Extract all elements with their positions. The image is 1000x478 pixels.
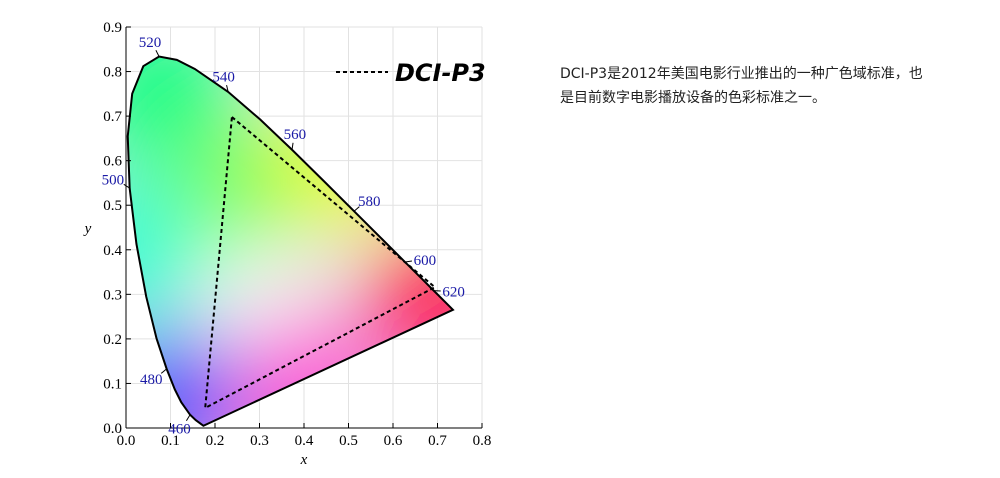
spectral-locus <box>126 55 455 427</box>
wavelength-tick <box>123 183 130 189</box>
x-tick-label: 0.7 <box>428 433 447 449</box>
y-tick-label: 0.9 <box>103 20 122 36</box>
wavelength-label: 540 <box>212 69 235 85</box>
wavelength-tick <box>185 414 191 421</box>
wavelength-label: 580 <box>358 194 381 210</box>
x-tick-label: 0.8 <box>473 433 492 449</box>
x-tick-label: 0.3 <box>250 433 269 449</box>
y-tick-label: 0.4 <box>103 243 122 259</box>
gamut-triangle <box>204 115 437 410</box>
wavelength-label: 520 <box>139 35 162 51</box>
y-tick-label: 0.8 <box>103 65 122 81</box>
y-tick-label: 0.5 <box>103 198 122 214</box>
wavelength-tick <box>353 206 360 212</box>
x-tick-label: 0.6 <box>384 433 403 449</box>
y-tick-label: 0.7 <box>103 109 122 125</box>
legend-label: DCI-P3 <box>395 59 486 87</box>
x-tick-label: 0.1 <box>161 433 180 449</box>
wavelength-tick <box>160 368 167 374</box>
wavelength-label: 600 <box>414 253 437 269</box>
wavelength-label: 560 <box>284 127 307 143</box>
wavelength-tick <box>226 84 229 93</box>
x-tick-label: 0.0 <box>117 433 136 449</box>
chart: DCI-P3 x y 0.0 0.1 0.2 0.3 0.4 0.5 0.6 0.7 0.8 0.… <box>83 20 492 468</box>
wavelength-tick <box>291 142 294 150</box>
y-tick-label: 0.0 <box>103 421 122 437</box>
wavelength-label: 500 <box>102 172 125 188</box>
x-tick-label: 0.5 <box>339 433 358 449</box>
description: DCI-P3是2012年美国电影行业推出的一种广色域标准，也是目前数字电影播放设… <box>560 66 923 106</box>
x-tick-label: 0.2 <box>206 433 225 449</box>
x-axis-label: x <box>300 452 308 468</box>
y-tick-label: 0.6 <box>103 154 122 170</box>
y-tick-label: 0.3 <box>103 287 122 303</box>
wavelength-label: 460 <box>168 421 191 437</box>
y-tick-label: 0.2 <box>103 332 122 348</box>
x-tick-label: 0.4 <box>295 433 314 449</box>
wavelength-tick <box>155 50 160 57</box>
wavelength-label: 480 <box>140 372 163 388</box>
wavelength-label: 620 <box>442 285 465 301</box>
y-axis-label: y <box>83 221 92 237</box>
y-tick-label: 0.1 <box>103 376 122 392</box>
